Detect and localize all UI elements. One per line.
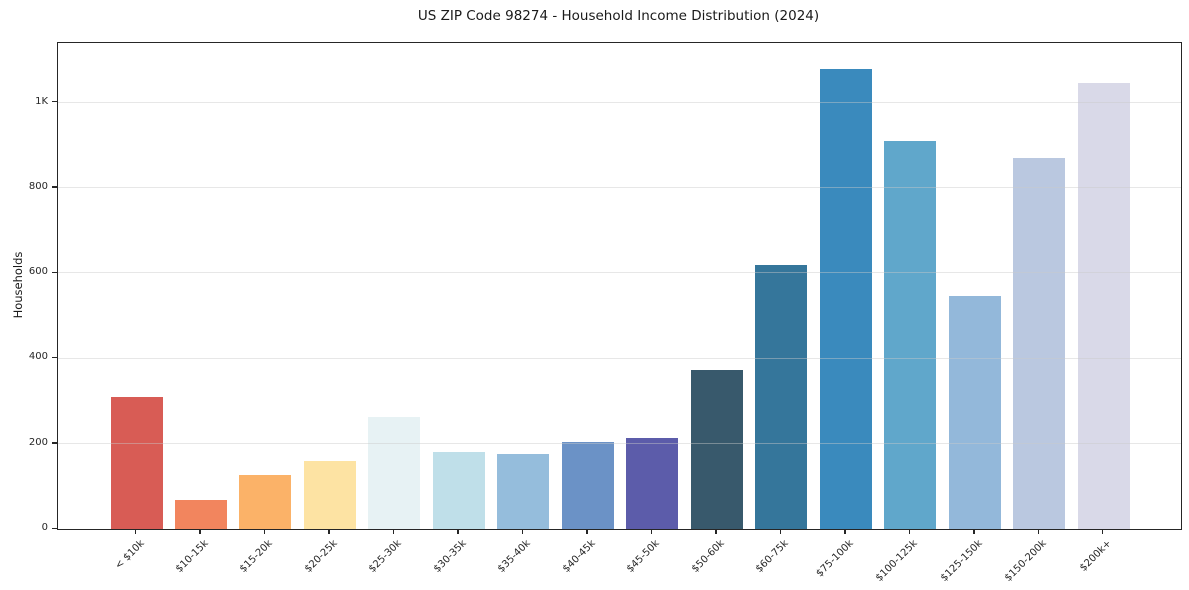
y-tick-label: 400: [28, 351, 48, 363]
y-tick-mark: [52, 271, 57, 273]
x-tick-label: $10-15k: [173, 538, 211, 575]
x-tick-mark: [715, 529, 717, 534]
x-tick-label: $60-75k: [754, 538, 792, 575]
x-tick-label: < $10k: [112, 538, 147, 572]
x-tick-label: $100-125k: [874, 538, 921, 584]
x-tick-mark: [1102, 529, 1104, 534]
x-tick-mark: [586, 529, 588, 534]
y-tick-mark: [52, 527, 57, 529]
x-tick-mark: [457, 529, 459, 534]
bar: [497, 453, 550, 529]
y-tick-mark: [52, 186, 57, 188]
x-tick-label: $125-150k: [938, 538, 985, 584]
x-tick-mark: [199, 529, 201, 534]
x-tick-mark: [973, 529, 975, 534]
bar: [884, 140, 937, 529]
bar: [110, 396, 163, 529]
bar: [561, 441, 614, 529]
bar: [948, 295, 1001, 529]
x-tick-label: $150-200k: [1003, 538, 1049, 584]
bar: [1013, 157, 1066, 529]
x-tick-mark: [328, 529, 330, 534]
bar: [239, 474, 292, 529]
x-tick-mark: [844, 529, 846, 534]
x-tick-label: $50-60k: [689, 538, 727, 575]
x-tick-label: $40-45k: [560, 538, 598, 575]
bars-layer: [58, 43, 1181, 529]
y-tick-label: 1K: [35, 95, 48, 107]
y-tick-mark: [52, 356, 57, 359]
plot-area: [57, 42, 1182, 530]
x-tick-mark: [392, 529, 395, 534]
x-tick-label: $45-50k: [625, 538, 663, 575]
bar: [368, 416, 421, 529]
x-tick-label: $75-100k: [814, 538, 856, 580]
x-tick-mark: [779, 529, 782, 534]
y-tick-label: 600: [28, 266, 48, 278]
x-tick-mark: [521, 529, 524, 534]
bar: [626, 438, 679, 529]
y-tick-label: 800: [28, 180, 48, 192]
bar: [1077, 83, 1130, 529]
x-tick-mark: [263, 529, 266, 534]
bar: [819, 69, 872, 529]
x-tick-mark: [1037, 529, 1040, 534]
y-tick-mark: [52, 101, 57, 103]
x-tick-label: $15-20k: [238, 538, 276, 575]
bar: [432, 452, 485, 529]
x-tick-label: $20-25k: [302, 538, 340, 575]
bar: [755, 264, 808, 529]
x-tick-mark: [135, 529, 137, 534]
y-tick-label: 200: [28, 436, 48, 448]
x-tick-mark: [650, 529, 653, 534]
bar: [174, 500, 227, 529]
y-tick-label: 0: [41, 522, 48, 533]
x-tick-mark: [908, 529, 911, 534]
bar: [303, 461, 356, 529]
x-tick-label: $200k+: [1077, 538, 1114, 574]
x-tick-label: $25-30k: [367, 538, 405, 575]
bar: [690, 370, 743, 529]
y-tick-mark: [52, 442, 57, 444]
x-tick-label: $35-40k: [496, 538, 534, 575]
x-tick-label: $30-35k: [431, 538, 469, 575]
y-axis-label: Households: [11, 251, 25, 319]
chart-title: US ZIP Code 98274 - Household Income Dis…: [417, 8, 820, 24]
